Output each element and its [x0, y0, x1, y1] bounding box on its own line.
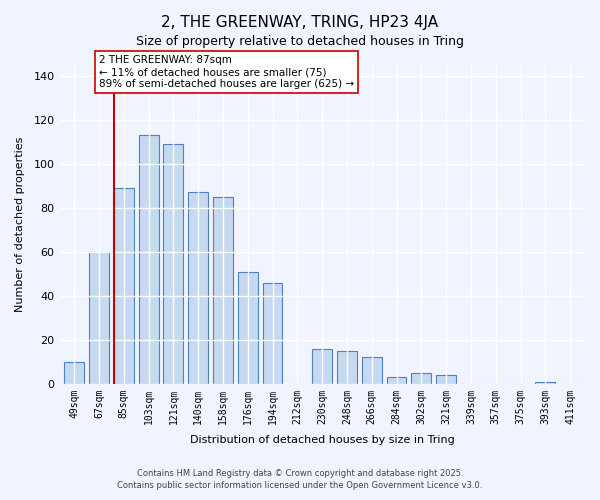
- Bar: [312, 348, 332, 384]
- Bar: [412, 373, 431, 384]
- Bar: [386, 377, 406, 384]
- Y-axis label: Number of detached properties: Number of detached properties: [15, 136, 25, 312]
- X-axis label: Distribution of detached houses by size in Tring: Distribution of detached houses by size …: [190, 435, 455, 445]
- Bar: [337, 351, 357, 384]
- Bar: [163, 144, 184, 384]
- Bar: [263, 282, 283, 384]
- Bar: [436, 375, 456, 384]
- Text: 2, THE GREENWAY, TRING, HP23 4JA: 2, THE GREENWAY, TRING, HP23 4JA: [161, 15, 439, 30]
- Bar: [188, 192, 208, 384]
- Bar: [89, 252, 109, 384]
- Text: 2 THE GREENWAY: 87sqm
← 11% of detached houses are smaller (75)
89% of semi-deta: 2 THE GREENWAY: 87sqm ← 11% of detached …: [99, 56, 354, 88]
- Text: Contains HM Land Registry data © Crown copyright and database right 2025.
Contai: Contains HM Land Registry data © Crown c…: [118, 468, 482, 490]
- Bar: [213, 196, 233, 384]
- Bar: [139, 135, 158, 384]
- Bar: [362, 358, 382, 384]
- Bar: [238, 272, 257, 384]
- Bar: [64, 362, 84, 384]
- Bar: [535, 382, 555, 384]
- Text: Size of property relative to detached houses in Tring: Size of property relative to detached ho…: [136, 35, 464, 48]
- Bar: [114, 188, 134, 384]
